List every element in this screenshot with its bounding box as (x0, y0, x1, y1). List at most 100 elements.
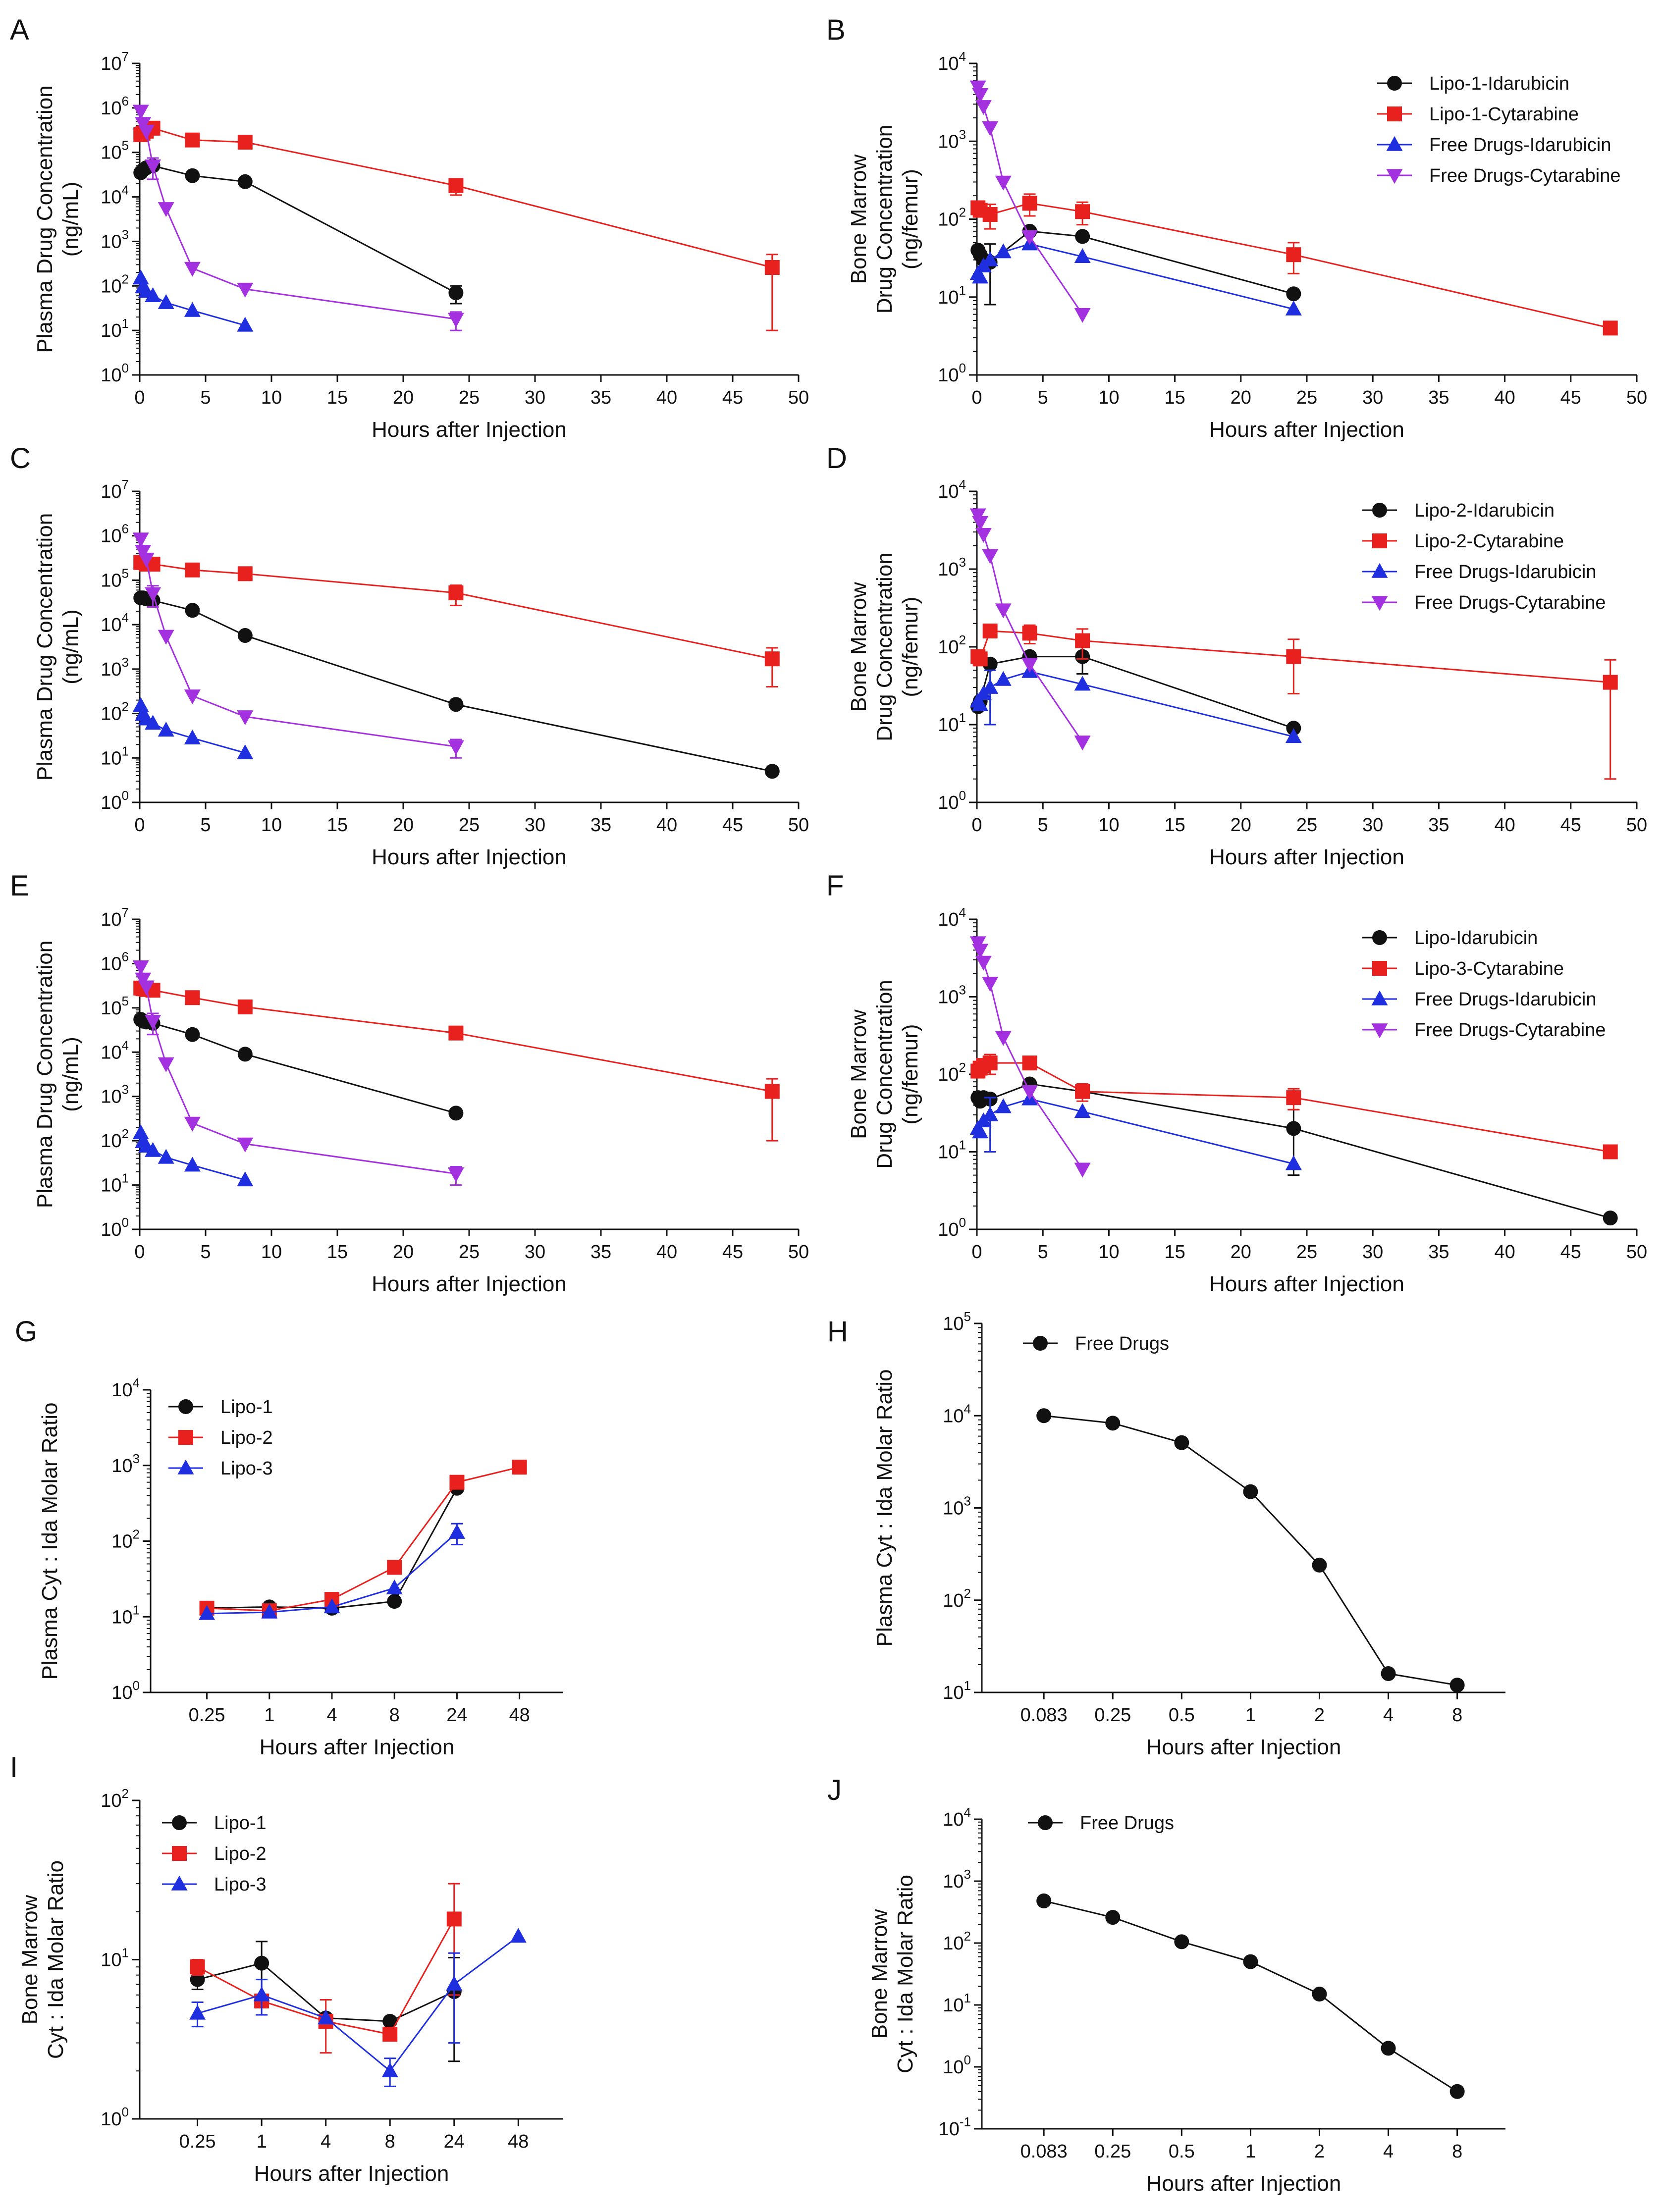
data-point (237, 566, 253, 581)
legend-label: Lipo-3 (220, 1458, 273, 1479)
panel-label: D (826, 442, 847, 474)
data-point (446, 1976, 463, 1991)
legend-marker (178, 1399, 193, 1414)
data-point (1449, 2084, 1465, 2099)
x-tick-label: 10 (1098, 815, 1119, 836)
series-free-drugs-idarubicin (132, 697, 254, 759)
series-line (1043, 1900, 1458, 2093)
x-axis-label: Hours after Injection (372, 845, 567, 869)
data-point (185, 990, 200, 1005)
data-point (382, 2027, 398, 2042)
x-tick-label: 30 (525, 815, 545, 836)
series-free-drugs-cytarabine (969, 508, 1091, 751)
series-free-drugs-idarubicin (132, 269, 254, 332)
legend-label: Lipo-1-Idarubicin (1429, 73, 1569, 94)
data-point (237, 1171, 254, 1187)
x-tick-label: 24 (444, 2131, 465, 2152)
y-tick-label: 101 (101, 316, 129, 341)
x-tick-label: 40 (656, 1242, 677, 1263)
data-point (1285, 300, 1302, 316)
panel-j: J 10-1 100 101 102 103 104 0.083 0.25 0.5 1 2 4 8 Hour… (827, 1774, 1505, 2196)
legend-label: Lipo-1-Cytarabine (1429, 104, 1579, 125)
x-tick-label: 20 (393, 387, 414, 408)
x-tick-label: 10 (261, 1242, 282, 1263)
legend-label: Lipo-3-Cytarabine (1414, 958, 1564, 979)
legend-marker (1372, 503, 1387, 518)
data-point (1075, 229, 1090, 244)
x-tick-label: 45 (722, 1242, 743, 1263)
x-tick-label: 40 (1494, 1242, 1515, 1263)
x-tick-label: 45 (722, 815, 743, 836)
legend-label: Free Drugs-Idarubicin (1414, 562, 1596, 582)
y-tick-label: 104 (938, 905, 966, 930)
data-point (237, 999, 253, 1014)
series-line (140, 165, 457, 294)
data-point (184, 262, 201, 277)
data-point (386, 1579, 403, 1594)
panel-label: B (826, 14, 846, 46)
y-axis-label: Cyt : Ida Molar Ratio (44, 1860, 68, 2059)
series-lipo-1-cytarabine (970, 193, 1618, 336)
series-free-drugs-idarubicin (969, 235, 1302, 316)
x-tick-label: 50 (1626, 387, 1647, 408)
data-point (510, 1928, 527, 1943)
legend-marker (1386, 136, 1403, 151)
data-point (995, 243, 1012, 259)
x-axis-label: Hours after Injection (1209, 845, 1404, 869)
legend-marker (1371, 563, 1388, 578)
data-point (764, 651, 780, 667)
legend: Lipo-1 Lipo-2 Lipo-3 (168, 1397, 273, 1479)
data-point (135, 117, 152, 132)
x-tick-label: 30 (1362, 1242, 1383, 1263)
legend-label: Free Drugs-Idarubicin (1414, 989, 1596, 1010)
y-tick-label: 103 (111, 1451, 140, 1476)
data-point (1021, 230, 1038, 245)
data-point (972, 696, 989, 711)
series-line (977, 671, 1294, 737)
data-point (1603, 1144, 1618, 1159)
series-lipo-1-idarubicin (133, 158, 464, 305)
data-point (184, 689, 201, 705)
x-tick-label: 1 (1245, 2141, 1256, 2162)
x-tick-label: 0.25 (179, 2131, 216, 2152)
x-tick-label: 15 (327, 1242, 348, 1263)
data-point (995, 603, 1012, 619)
data-point (1285, 1155, 1302, 1170)
y-tick-label: 103 (101, 655, 129, 680)
legend-marker (1386, 169, 1403, 184)
x-tick-label: 0.5 (1169, 2141, 1195, 2162)
panel-b: B 100 101 102 103 104 0 5 10 15 20 25 30 35 40 45 50 Hour… (826, 14, 1647, 442)
data-point (1174, 1934, 1189, 1949)
x-tick-label: 40 (656, 387, 677, 408)
y-tick-label: 102 (938, 205, 966, 230)
x-tick-label: 35 (590, 815, 611, 836)
x-tick-label: 5 (1038, 1242, 1048, 1263)
data-point (1286, 1090, 1301, 1106)
y-axis-label: (ng/femur) (898, 169, 922, 269)
data-point (447, 740, 464, 755)
data-point (138, 125, 155, 140)
x-tick-label: 1 (264, 1705, 274, 1726)
y-tick-label: 104 (111, 1375, 140, 1401)
data-point (185, 168, 200, 183)
data-point (185, 1027, 200, 1042)
x-tick-label: 8 (1452, 2141, 1462, 2162)
x-axis-label: Hours after Injection (372, 1272, 567, 1296)
legend-marker (1387, 106, 1402, 121)
x-tick-label: 0.25 (1094, 2141, 1131, 2162)
y-tick-label: 104 (938, 477, 966, 502)
legend-marker (1371, 990, 1388, 1005)
data-point (982, 549, 999, 564)
x-tick-label: 25 (459, 815, 480, 836)
y-tick-label: 101 (111, 1602, 140, 1628)
legend: Lipo-Idarubicin Lipo-3-Cytarabine Free Dru… (1362, 928, 1606, 1041)
data-point (972, 651, 988, 667)
y-tick-label: 100 (111, 1678, 140, 1703)
data-point (145, 1142, 161, 1157)
data-point (158, 294, 174, 309)
data-point (972, 516, 989, 531)
data-point (448, 697, 464, 712)
data-point (1243, 1484, 1258, 1499)
data-point (1105, 1416, 1121, 1431)
